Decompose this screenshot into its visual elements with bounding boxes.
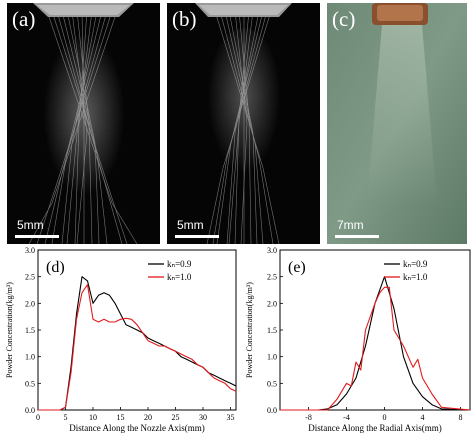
y-tick-label: 0.5 <box>25 379 35 388</box>
scale-label: 5mm <box>177 218 204 232</box>
x-tick-label: 5 <box>64 413 68 422</box>
y-tick-label: 0.0 <box>25 406 35 415</box>
image-panel-label: (c) <box>332 7 356 31</box>
x-tick-label: 15 <box>117 413 125 422</box>
y-tick-label: 1.0 <box>267 353 277 362</box>
x-tick-label: 10 <box>89 413 97 422</box>
chart-e-svg: 0.0 0.5 1.0 1.5 2.0 2.5 3.0 -8 -4 0 4 8 kₙ=0.9 kₙ=1.0… <box>245 246 471 433</box>
y-tick-label: 2.0 <box>25 299 35 308</box>
y-tick-label: 3.0 <box>267 246 277 255</box>
x-tick-label: 30 <box>199 413 207 422</box>
y-tick-label: 2.0 <box>267 299 277 308</box>
chart-panel-d: 0.0 0.5 1.0 1.5 2.0 2.5 3.0 0 5 10 15 20 25 30 35 kₙ=0.… <box>0 246 240 441</box>
scale-label: 7mm <box>337 218 364 232</box>
chart-d-svg: 0.0 0.5 1.0 1.5 2.0 2.5 3.0 0 5 10 15 20 25 30 35 kₙ=0.… <box>5 246 237 433</box>
x-tick-label: 25 <box>172 413 180 422</box>
simulation-image-b: (b) 5mm <box>167 3 320 244</box>
y-tick-label: 3.0 <box>25 246 35 255</box>
y-tick-label: 1.0 <box>25 353 35 362</box>
x-tick-label: 0 <box>383 413 387 422</box>
x-tick-label: -8 <box>305 413 312 422</box>
simulation-image-a-graphic <box>7 3 160 244</box>
x-tick-label: 8 <box>459 413 463 422</box>
y-tick-label: 1.5 <box>267 326 277 335</box>
x-tick-label: 35 <box>227 413 235 422</box>
legend-label: kₙ=0.9 <box>403 259 428 269</box>
x-tick-label: 4 <box>421 413 425 422</box>
x-tick-label: 0 <box>36 413 40 422</box>
scale-bar <box>335 235 379 238</box>
scale-label: 5mm <box>17 218 44 232</box>
x-tick-label: 20 <box>144 413 152 422</box>
legend-label: kₙ=1.0 <box>167 272 192 282</box>
series-line <box>280 276 471 411</box>
series-line <box>280 286 471 411</box>
y-tick-label: 0.0 <box>267 406 277 415</box>
image-panel-label: (b) <box>172 7 197 31</box>
image-panel-label: (a) <box>12 7 36 31</box>
chart-panel-label: (e) <box>288 259 306 276</box>
chart-panel-e: 0.0 0.5 1.0 1.5 2.0 2.5 3.0 -8 -4 0 4 8 kₙ=0.9 kₙ=1.0… <box>240 246 474 441</box>
plot-frame <box>279 249 471 411</box>
simulation-image-b-graphic <box>167 3 320 244</box>
y-tick-label: 0.5 <box>267 379 277 388</box>
y-axis-label: Powder Concentration(kg/m³) <box>5 282 14 378</box>
x-axis-label: Distance Along the Radial Axis(mm) <box>308 423 441 433</box>
experiment-photo-c: (c) 7mm <box>327 3 467 244</box>
y-tick-label: 2.5 <box>267 273 277 282</box>
chart-panel-label: (d) <box>46 259 65 276</box>
y-tick-label: 2.5 <box>25 273 35 282</box>
x-axis-label: Distance Along the Nozzle Axis(mm) <box>69 423 204 433</box>
series-line <box>38 284 237 411</box>
simulation-image-a: (a) 5mm <box>7 3 160 244</box>
x-tick-label: -4 <box>343 413 350 422</box>
y-axis-label: Powder Concentration(kg/m³) <box>245 282 254 378</box>
legend-label: kₙ=1.0 <box>403 272 428 282</box>
scale-bar <box>15 235 59 238</box>
scale-bar <box>175 235 219 238</box>
legend-label: kₙ=0.9 <box>167 259 192 269</box>
experiment-photo-c-graphic <box>327 3 467 244</box>
y-tick-label: 1.5 <box>25 326 35 335</box>
